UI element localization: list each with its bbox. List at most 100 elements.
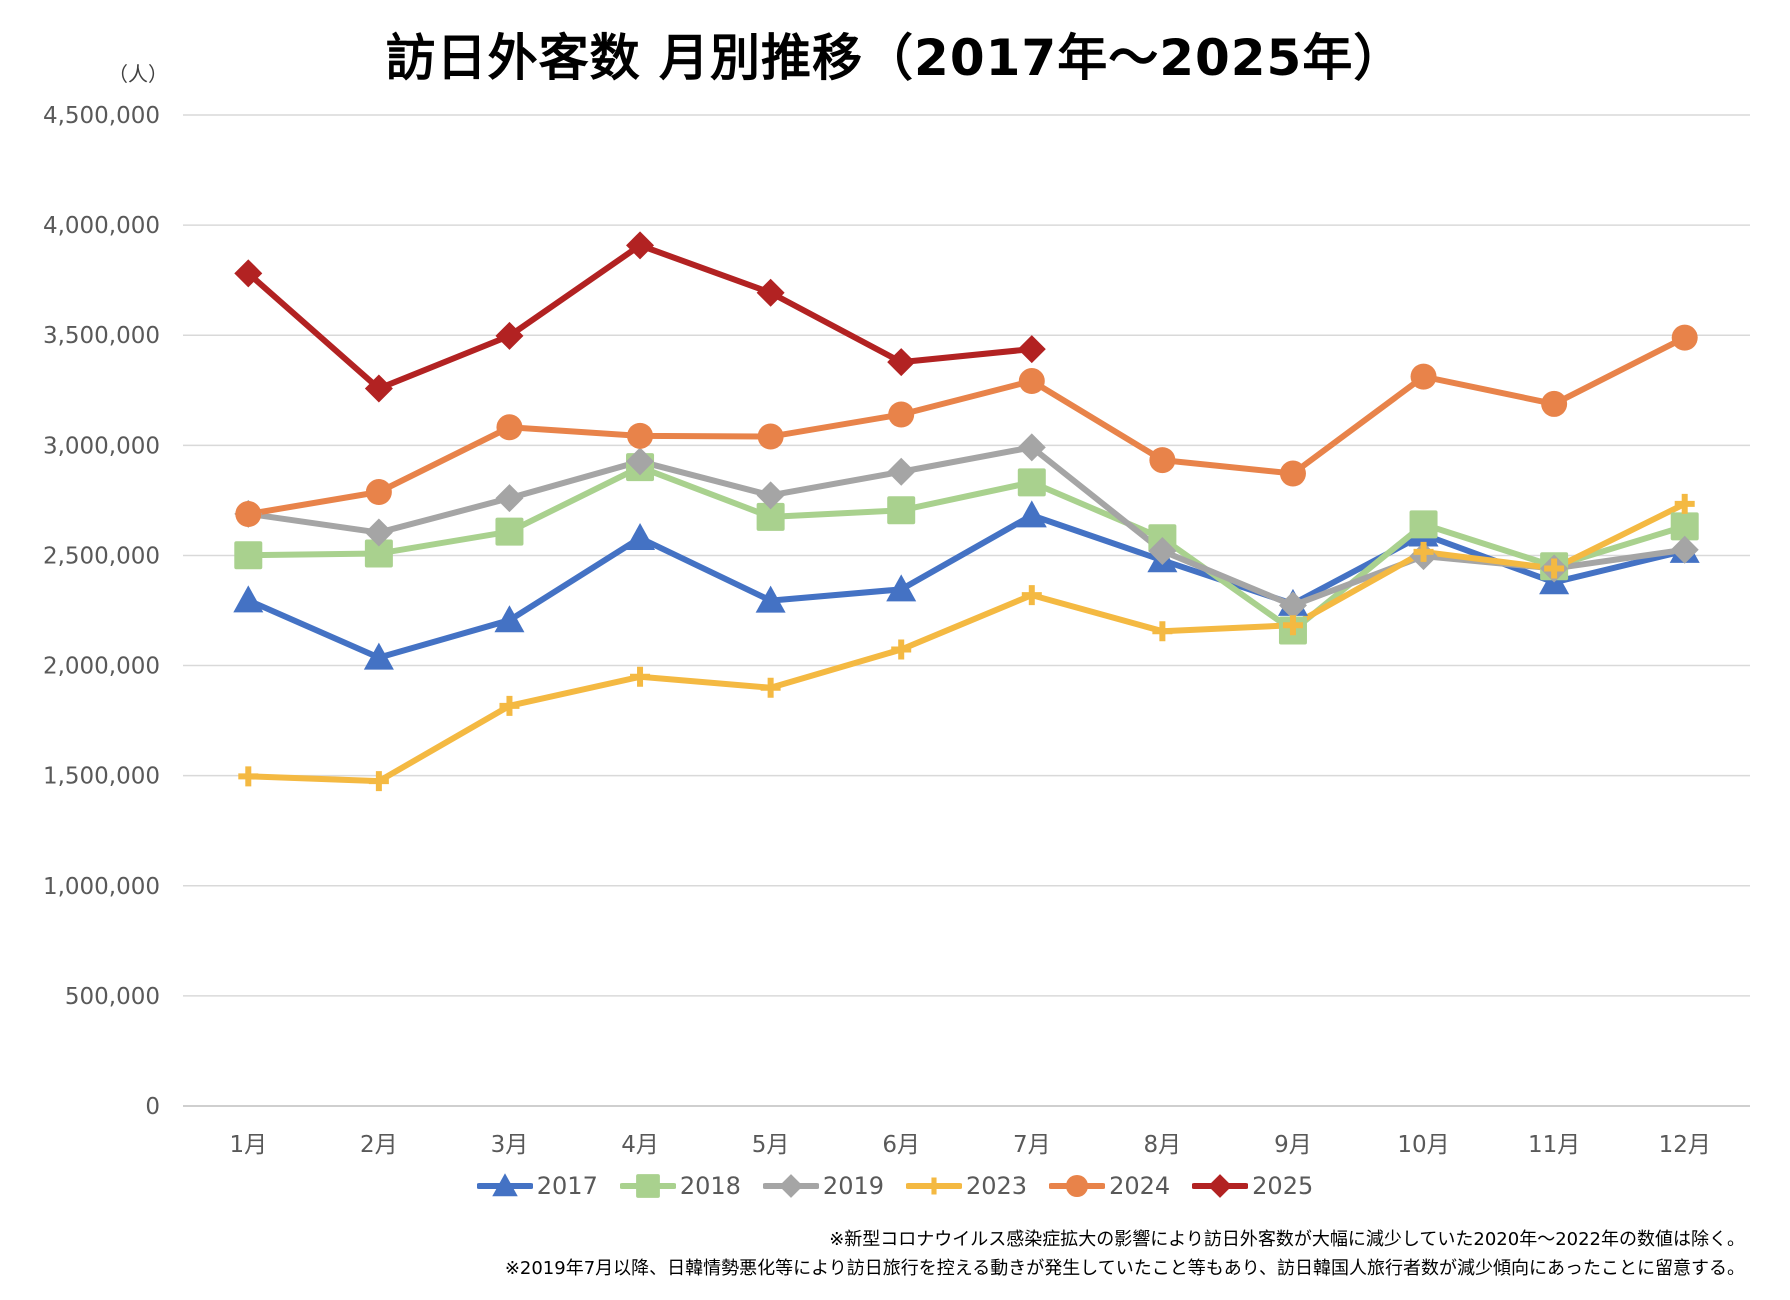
data-point-2018 bbox=[1409, 510, 1438, 539]
x-tick-label: 1月 bbox=[229, 1132, 267, 1158]
data-point-2018 bbox=[756, 502, 785, 531]
data-point-2023 bbox=[1413, 541, 1434, 562]
y-tick-label: 0 bbox=[145, 1094, 160, 1120]
data-point-2023 bbox=[1544, 558, 1565, 579]
legend-item-2019: 2019 bbox=[762, 1172, 884, 1200]
data-point-2024 bbox=[1149, 447, 1176, 474]
data-point-2024 bbox=[888, 401, 915, 428]
y-tick-label: 3,000,000 bbox=[43, 433, 160, 459]
data-point-2025 bbox=[495, 321, 524, 350]
data-point-2025 bbox=[756, 278, 785, 307]
legend: 2017 2018 2019 2023 2024 2025 bbox=[0, 1172, 1790, 1200]
data-point-2024 bbox=[235, 501, 262, 528]
data-point-2019 bbox=[887, 457, 916, 486]
series-line-2024 bbox=[245, 334, 1688, 518]
data-point-2019 bbox=[364, 518, 393, 547]
legend-swatch bbox=[1049, 1174, 1106, 1198]
x-axis-tick-labels: 1月 2月 3月 4月 5月 6月 7月 8月 9月 10月 11月 12月 bbox=[229, 1132, 1710, 1158]
y-tick-label: 1,000,000 bbox=[43, 874, 160, 900]
legend-swatch bbox=[1192, 1174, 1249, 1198]
x-tick-label: 9月 bbox=[1274, 1132, 1312, 1158]
y-tick-label: 2,000,000 bbox=[43, 654, 160, 680]
data-point-2019 bbox=[626, 447, 655, 476]
data-point-2017 bbox=[755, 585, 786, 613]
data-point-2024 bbox=[757, 423, 784, 450]
legend-label: 2019 bbox=[822, 1172, 884, 1200]
y-tick-label: 500,000 bbox=[65, 984, 160, 1010]
data-point-2024 bbox=[496, 414, 523, 441]
footnote-covid: ※新型コロナウイルス感染症拡大の影響により訪日外客数が大幅に減少していた2020… bbox=[829, 1229, 1745, 1250]
plot-area: 0 500,000 1,000,000 1,500,000 2,000,000 2,500… bbox=[43, 103, 1750, 1158]
data-point-2019 bbox=[1148, 537, 1177, 566]
data-point-2017 bbox=[233, 585, 264, 613]
data-point-2024 bbox=[627, 422, 654, 449]
legend-swatch bbox=[906, 1177, 962, 1195]
data-point-2025 bbox=[1017, 335, 1046, 364]
legend-swatch bbox=[619, 1174, 676, 1198]
x-tick-label: 5月 bbox=[752, 1132, 790, 1158]
data-point-2017 bbox=[1016, 500, 1047, 528]
x-tick-label: 6月 bbox=[882, 1132, 920, 1158]
data-point-2024 bbox=[1541, 390, 1568, 417]
legend-item-2024: 2024 bbox=[1049, 1172, 1170, 1200]
data-point-2019 bbox=[495, 484, 524, 513]
legend-swatch-marker bbox=[1066, 1174, 1089, 1198]
series-line-2019 bbox=[245, 444, 1688, 609]
data-point-2025 bbox=[887, 348, 916, 377]
legend-label: 2025 bbox=[1252, 1172, 1314, 1200]
data-point-2025 bbox=[364, 374, 393, 403]
data-point-2018 bbox=[364, 539, 393, 568]
series-line-2023 bbox=[245, 500, 1688, 785]
x-tick-label: 3月 bbox=[491, 1132, 529, 1158]
data-point-2023 bbox=[630, 666, 651, 687]
legend-swatch-marker bbox=[925, 1177, 943, 1195]
data-point-2019 bbox=[756, 481, 785, 510]
x-tick-label: 2月 bbox=[360, 1132, 398, 1158]
data-point-2017 bbox=[625, 523, 656, 551]
legend-swatch-marker bbox=[1208, 1174, 1233, 1198]
footnote-korea: ※2019年7月以降、日韓情勢悪化等により訪日旅行を控える動きが発生していたこと… bbox=[504, 1258, 1745, 1279]
data-point-2019 bbox=[1017, 433, 1046, 462]
series-line-2025 bbox=[245, 242, 1035, 392]
data-point-2024 bbox=[1671, 324, 1698, 351]
legend-swatch bbox=[476, 1173, 533, 1197]
data-point-2023 bbox=[1282, 615, 1303, 636]
data-point-2025 bbox=[234, 259, 263, 288]
series-lines bbox=[245, 242, 1688, 785]
y-tick-label: 4,500,000 bbox=[43, 103, 160, 129]
data-point-2018 bbox=[1017, 468, 1046, 497]
series-line-2018 bbox=[245, 464, 1688, 634]
x-tick-label: 10月 bbox=[1397, 1132, 1449, 1158]
series-line-2017 bbox=[245, 512, 1688, 661]
data-point-2025 bbox=[626, 231, 655, 260]
chart-title: 訪日外客数 月別推移（2017年～2025年） bbox=[385, 29, 1405, 87]
legend-item-2018: 2018 bbox=[619, 1172, 741, 1200]
x-tick-label: 12月 bbox=[1659, 1132, 1711, 1158]
x-tick-label: 8月 bbox=[1144, 1132, 1182, 1158]
data-point-2023 bbox=[891, 639, 912, 660]
data-point-2018 bbox=[234, 541, 263, 570]
data-point-2023 bbox=[499, 695, 520, 716]
data-point-2017 bbox=[363, 642, 394, 670]
y-tick-label: 3,500,000 bbox=[43, 323, 160, 349]
data-point-2024 bbox=[365, 479, 392, 506]
legend-item-2025: 2025 bbox=[1192, 1172, 1313, 1200]
data-point-2019 bbox=[1278, 591, 1307, 620]
data-point-2024 bbox=[1410, 363, 1437, 390]
data-point-2023 bbox=[1021, 585, 1042, 606]
legend-swatch-marker bbox=[635, 1174, 660, 1198]
legend-label: 2024 bbox=[1109, 1172, 1171, 1200]
legend-item-2023: 2023 bbox=[906, 1172, 1027, 1200]
data-point-2023 bbox=[1152, 621, 1173, 642]
data-point-2023 bbox=[760, 677, 781, 698]
legend-label: 2017 bbox=[536, 1172, 598, 1200]
y-tick-label: 4,000,000 bbox=[43, 213, 160, 239]
data-point-2018 bbox=[1670, 512, 1699, 541]
data-point-2019 bbox=[1670, 535, 1699, 564]
legend-swatch-marker bbox=[779, 1174, 803, 1198]
legend-label: 2018 bbox=[679, 1172, 741, 1200]
gridlines bbox=[183, 114, 1750, 1107]
y-tick-label: 2,500,000 bbox=[43, 543, 160, 569]
legend-label: 2023 bbox=[966, 1172, 1028, 1200]
y-tick-label: 1,500,000 bbox=[43, 764, 160, 790]
